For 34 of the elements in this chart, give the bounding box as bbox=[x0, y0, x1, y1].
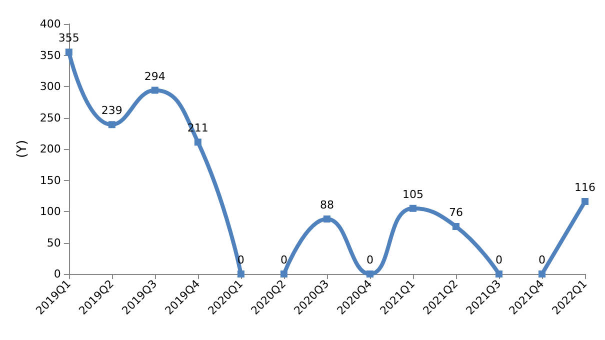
y-tick-label: 300 bbox=[40, 80, 61, 93]
point bbox=[582, 198, 588, 205]
point bbox=[65, 48, 72, 56]
data-label: 0 bbox=[538, 254, 546, 266]
y-tick-label: 150 bbox=[40, 174, 61, 187]
data-label: 294 bbox=[144, 70, 166, 83]
point bbox=[151, 86, 158, 94]
point bbox=[538, 270, 546, 278]
data-label: 355 bbox=[58, 32, 80, 45]
point bbox=[452, 223, 460, 230]
point bbox=[323, 216, 330, 222]
data-label: 105 bbox=[402, 188, 424, 201]
y-axis-title: (Y) bbox=[15, 140, 30, 158]
point bbox=[495, 270, 502, 278]
y-tick-label: 400 bbox=[40, 18, 61, 30]
data-label: 0 bbox=[495, 254, 502, 266]
data-label: 88 bbox=[320, 198, 334, 212]
data-label: 0 bbox=[280, 254, 288, 266]
point bbox=[108, 121, 116, 128]
data-label: 239 bbox=[101, 104, 122, 118]
y-tick-label: 100 bbox=[40, 205, 61, 218]
point bbox=[237, 270, 244, 278]
data-label: 76 bbox=[448, 206, 463, 219]
y-tick-label: 0 bbox=[54, 268, 61, 280]
y-tick-label: 350 bbox=[40, 48, 61, 62]
point bbox=[194, 138, 202, 146]
y-tick-label: 50 bbox=[46, 236, 61, 250]
point bbox=[366, 270, 374, 278]
data-label: 0 bbox=[366, 254, 374, 266]
data-label: 116 bbox=[574, 181, 596, 194]
y-tick-label: 250 bbox=[40, 111, 61, 124]
point bbox=[280, 270, 288, 278]
y-tick-label: 200 bbox=[40, 142, 61, 156]
point bbox=[409, 204, 416, 212]
